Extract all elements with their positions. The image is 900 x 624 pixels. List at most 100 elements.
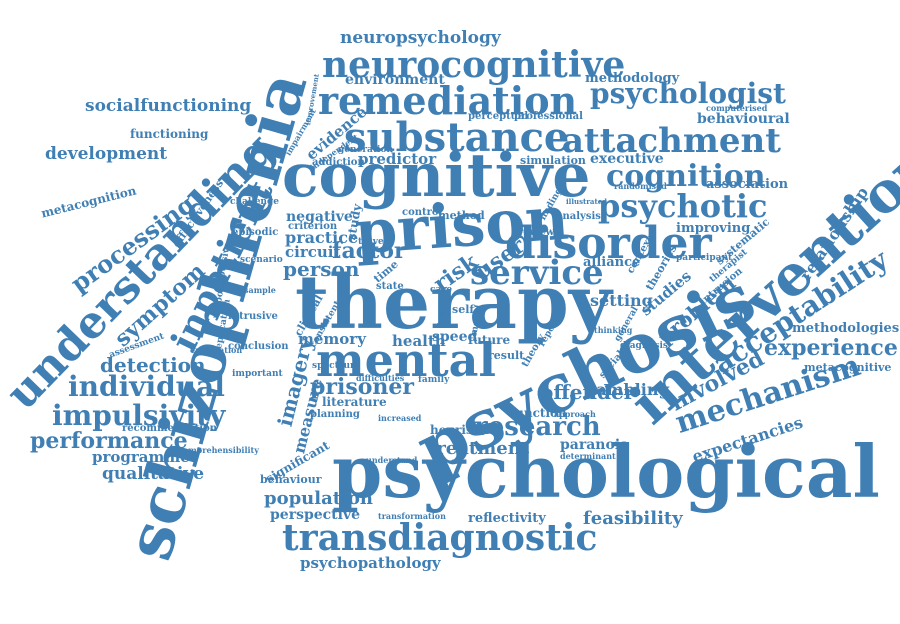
word-perspective: perspective — [270, 507, 361, 523]
word-computerised: computerised — [706, 103, 768, 113]
word-reflectivity: reflectivity — [468, 511, 546, 526]
word-executive: executive — [590, 151, 664, 167]
word-illustrated: illustrated — [566, 197, 608, 206]
word-research: research — [474, 412, 601, 442]
word-setting: setting — [590, 291, 653, 310]
word-metacognition: metacognition — [39, 183, 138, 221]
word-randomised: randomised — [614, 181, 667, 191]
word-practice: practice — [285, 228, 359, 247]
word-population: population — [264, 488, 374, 509]
word-case: case — [430, 285, 453, 295]
word-future: future — [468, 333, 511, 347]
word-addiction: addiction — [312, 157, 365, 168]
word-neuropsychology: neuropsychology — [340, 28, 501, 48]
word-result: result — [488, 349, 525, 362]
word-therapy: therapy — [295, 260, 612, 346]
word-analysis: analysis — [556, 211, 601, 222]
word-predictor: predictor — [358, 150, 437, 168]
word-heuristic: heuristic — [430, 423, 491, 437]
word-review: review — [518, 227, 555, 238]
word-feasibility: feasibility — [583, 508, 683, 529]
word-determinant: determinant — [560, 451, 616, 461]
word-offender: offender — [540, 380, 635, 404]
word-factor: factor — [332, 238, 406, 264]
word-cognition: cognition — [606, 159, 766, 194]
word-control: control — [402, 207, 443, 218]
word-paranoia: paranoia — [560, 437, 630, 453]
word-criterion: criterion — [288, 221, 338, 232]
word-psychologist: psychologist — [590, 77, 786, 110]
word-methodology: methodology — [585, 71, 680, 86]
word-mental: mental — [316, 333, 496, 387]
word-self: self — [452, 303, 475, 316]
word-behaviour: behaviour — [260, 473, 322, 486]
word-spectrum: spectrum — [312, 361, 360, 371]
word-literature: literature — [322, 395, 387, 409]
word-development: development — [45, 144, 168, 164]
word-recommendation: recommendation — [122, 423, 218, 434]
word-prisoner: prisoner — [310, 374, 414, 400]
word-individual: individual — [68, 370, 225, 403]
word-circuit: circuit — [285, 243, 341, 261]
word-scenario: scenario — [240, 255, 283, 265]
word-intrusive: intrusive — [228, 311, 278, 322]
word-increased: increased — [378, 413, 422, 423]
word-attachment: attachment — [562, 121, 781, 161]
word-substance: substance — [344, 114, 570, 161]
word-detection: detection — [100, 353, 206, 377]
word-participant: participant — [676, 253, 733, 263]
word-function: function — [510, 406, 567, 420]
word-speed: speed — [432, 329, 478, 345]
word-memory: memory — [298, 330, 366, 348]
word-conclusion: conclusion — [228, 341, 289, 352]
word-difficulties: difficulties — [356, 373, 405, 383]
word-service: service — [470, 253, 604, 293]
word-family: family — [418, 375, 450, 385]
word-programme: programme — [92, 448, 190, 466]
word-travel: travel — [358, 237, 388, 247]
word-method: method — [438, 209, 485, 222]
word-remediation: remediation — [318, 78, 578, 123]
word-diagnosis: diagnosis — [620, 341, 668, 351]
word-experience: experience — [764, 335, 898, 361]
word-episodic: episodic — [232, 227, 279, 238]
word-metacognitive: metacognitive — [804, 361, 892, 374]
word-negative: negative — [286, 209, 353, 225]
word-sample: sample — [244, 285, 276, 295]
word-important: important — [232, 369, 283, 379]
word-simulation: simulation — [520, 154, 586, 167]
word-perceptual: perceptual — [468, 111, 529, 122]
word-transdiagnostic: transdiagnostic — [282, 517, 598, 559]
word-professional: professional — [514, 111, 583, 122]
word-socialfunctioning: socialfunctioning — [85, 96, 252, 116]
word-health: health — [392, 332, 446, 350]
word-disorder: disorder — [505, 218, 712, 269]
word-psychotic: psychotic — [598, 187, 768, 225]
word-understand: understand — [366, 455, 418, 465]
word-treatment: treatment — [428, 438, 530, 459]
word-generation: generation — [338, 145, 393, 155]
word-association: association — [706, 177, 789, 192]
word-impulsivity: impulsivity — [52, 399, 226, 432]
word-alliance: alliance — [583, 255, 641, 270]
word-comprehensibility: comprehensibility — [178, 445, 259, 455]
word-qualitative: qualitative — [102, 464, 205, 484]
word-person: person — [283, 257, 360, 281]
word-challenge: challenge — [230, 197, 279, 207]
word-improving: improving — [676, 221, 751, 236]
word-methodologies: methodologies — [792, 321, 900, 336]
word-thinking: thinking — [594, 325, 633, 335]
word-planning: planning — [310, 409, 360, 420]
word-psychological: psychological — [332, 429, 880, 514]
word-expectation: expectation — [190, 345, 243, 355]
word-behavioural: behavioural — [697, 111, 790, 127]
word-cognitive: cognitive — [282, 141, 591, 211]
word-approach: approach — [554, 409, 596, 419]
word-environment: environment — [345, 72, 445, 88]
word-gambling: gambling — [585, 380, 670, 399]
word-performance: performance — [30, 428, 188, 454]
word-neurocognitive: neurocognitive — [322, 44, 626, 86]
word-state: state — [376, 281, 404, 292]
word-functioning: functioning — [130, 127, 209, 141]
